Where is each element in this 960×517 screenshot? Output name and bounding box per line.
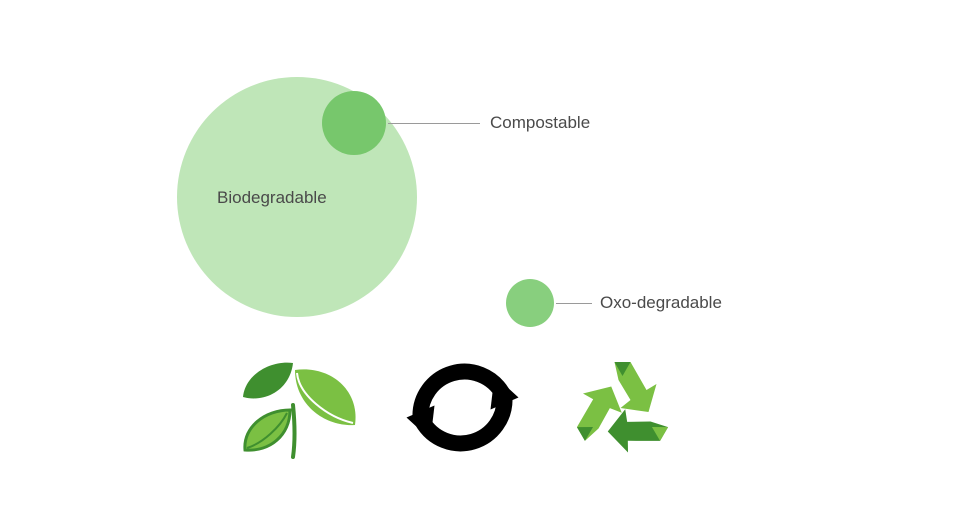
oxo-leader (556, 303, 592, 304)
leaves-icon (235, 355, 365, 460)
compostable-leader (388, 123, 480, 124)
cycle-arrows-icon (400, 350, 525, 465)
compostable-label: Compostable (490, 113, 590, 133)
recycle-icon (560, 350, 685, 465)
compostable-circle (322, 91, 386, 155)
biodegradable-label: Biodegradable (217, 188, 327, 208)
diagram-stage: Biodegradable Compostable Oxo-degradable (0, 0, 960, 517)
oxo-degradable-label: Oxo-degradable (600, 293, 722, 313)
oxo-degradable-circle (506, 279, 554, 327)
